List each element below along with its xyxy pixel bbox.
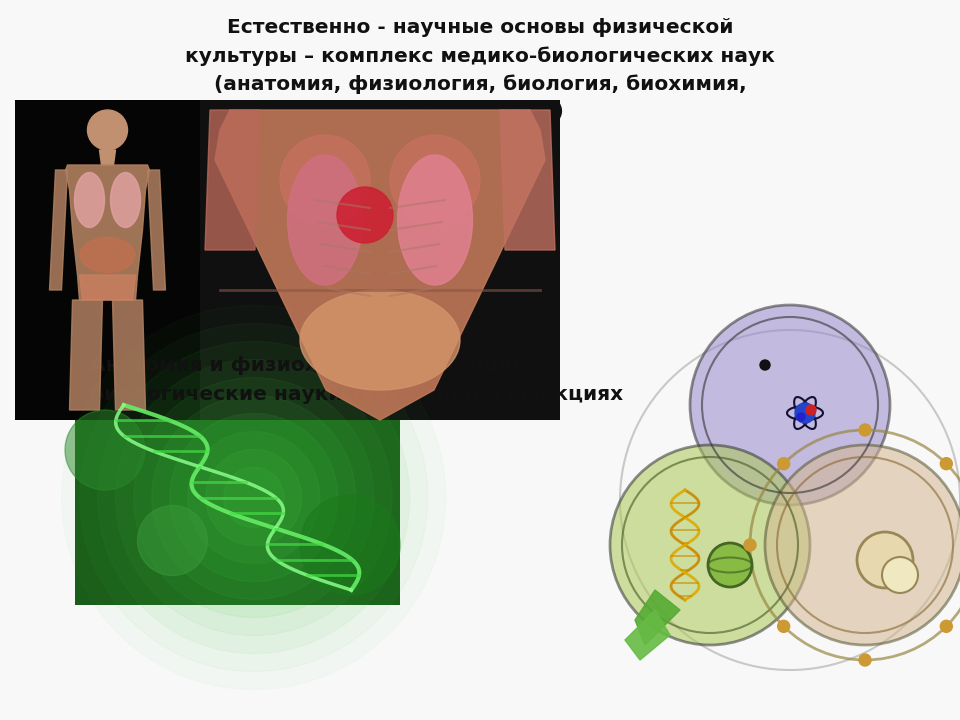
Circle shape [690,305,890,505]
Circle shape [797,413,805,421]
Ellipse shape [80,238,135,272]
Circle shape [170,413,338,582]
Ellipse shape [280,135,370,225]
Circle shape [708,543,752,587]
Ellipse shape [390,135,480,225]
Text: (анатомия, физиология, биология, биохимия,: (анатомия, физиология, биология, биохими… [214,74,746,94]
Polygon shape [500,110,555,250]
Circle shape [188,431,320,564]
Circle shape [116,359,392,636]
Circle shape [610,445,810,645]
Polygon shape [112,300,146,410]
Circle shape [778,621,790,632]
Ellipse shape [110,173,140,228]
Polygon shape [80,275,135,300]
Polygon shape [100,150,115,165]
Circle shape [205,449,301,546]
Ellipse shape [300,290,460,390]
Polygon shape [205,110,260,250]
Circle shape [65,410,145,490]
Circle shape [765,445,960,645]
Circle shape [859,424,871,436]
FancyBboxPatch shape [15,100,200,420]
FancyBboxPatch shape [200,100,560,420]
FancyBboxPatch shape [75,390,400,605]
Ellipse shape [287,155,363,285]
Text: Анатомия и физиология – важнейшие: Анатомия и физиология – важнейшие [90,356,533,375]
Circle shape [857,532,913,588]
Polygon shape [65,165,150,300]
Polygon shape [215,110,545,420]
Circle shape [778,458,790,469]
Text: биологические науки о строении и функциях: биологические науки о строении и функция… [90,384,623,404]
Polygon shape [635,590,680,645]
Ellipse shape [75,173,105,228]
Text: Естественно - научные основы физической: Естественно - научные основы физической [227,18,733,37]
Circle shape [133,377,373,618]
Circle shape [760,360,770,370]
Circle shape [806,405,816,415]
Circle shape [224,467,284,528]
Circle shape [795,403,815,423]
Circle shape [940,621,952,632]
Polygon shape [69,300,103,410]
Circle shape [137,505,207,575]
Circle shape [152,395,356,600]
Circle shape [87,110,128,150]
Circle shape [859,654,871,666]
Polygon shape [625,610,670,660]
Ellipse shape [397,155,472,285]
Polygon shape [148,170,165,290]
Circle shape [337,187,393,243]
Circle shape [940,458,952,469]
Circle shape [300,495,400,595]
Text: культуры – комплекс медико-биологических наук: культуры – комплекс медико-биологических… [185,46,775,66]
Circle shape [882,557,918,593]
Text: гигиена и др.): гигиена и др.) [396,102,564,121]
Circle shape [744,539,756,551]
Polygon shape [50,170,67,290]
